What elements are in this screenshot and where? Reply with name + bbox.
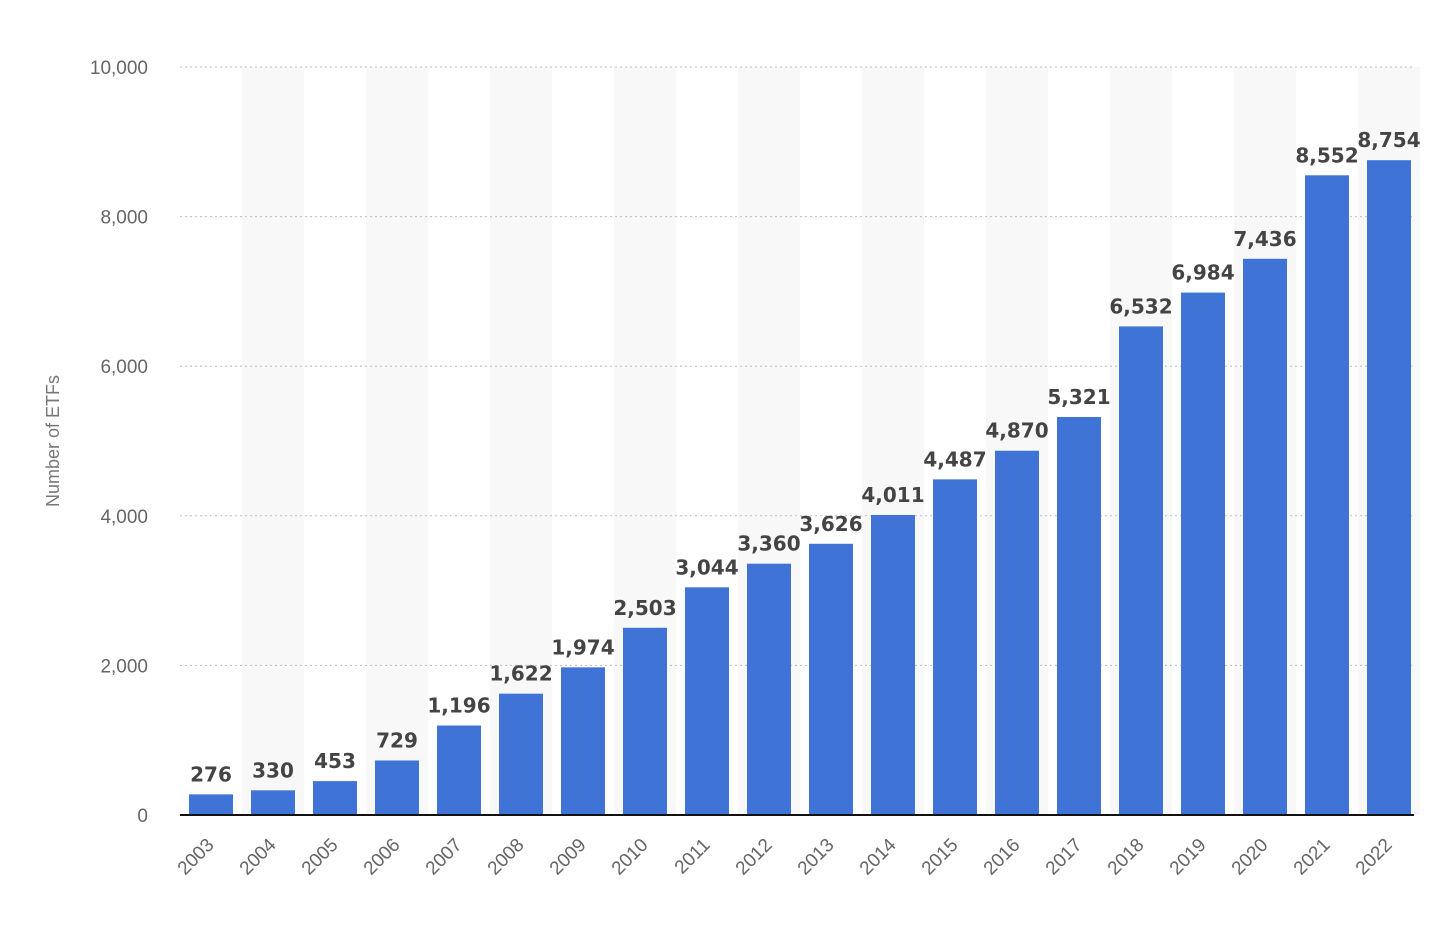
data-label: 1,196 (427, 694, 490, 718)
data-label: 330 (252, 758, 294, 782)
data-label: 729 (376, 728, 418, 752)
bar (189, 794, 233, 815)
bar (499, 693, 543, 815)
bar (623, 627, 667, 815)
data-label: 6,984 (1171, 261, 1234, 285)
data-label: 1,622 (489, 662, 552, 686)
x-tick-label: 2017 (1042, 835, 1087, 880)
bar (1181, 292, 1225, 815)
y-axis-ticks: 0 2,000 4,000 6,000 8,000 10,000 (90, 58, 148, 827)
x-tick-label: 2021 (1290, 835, 1335, 880)
y-tick-label: 4,000 (100, 507, 148, 528)
x-axis-ticks: 2003 2004 2005 2006 2007 2008 2009 2010 2011 2012… (174, 834, 1397, 879)
x-tick-label: 2018 (1104, 835, 1149, 880)
background-band (366, 67, 428, 815)
x-tick-label: 2020 (1228, 835, 1273, 880)
x-tick-label: 2005 (298, 835, 343, 880)
bar (1057, 416, 1101, 815)
data-label: 453 (314, 749, 356, 773)
bar (1119, 326, 1163, 815)
data-label: 2,503 (613, 596, 676, 620)
bar (313, 781, 357, 815)
x-tick-label: 2014 (856, 834, 901, 879)
x-tick-label: 2012 (732, 835, 777, 880)
bar (1243, 258, 1287, 815)
x-tick-label: 2013 (794, 835, 839, 880)
x-tick-label: 2006 (360, 835, 405, 880)
x-tick-label: 2015 (918, 835, 963, 880)
y-tick-label: 8,000 (100, 208, 148, 229)
data-label: 6,532 (1109, 294, 1172, 318)
bar (747, 563, 791, 815)
x-tick-label: 2019 (1166, 835, 1211, 880)
bar (995, 450, 1039, 815)
bar (1305, 175, 1349, 815)
bar (1367, 160, 1411, 815)
gridlines (180, 66, 1414, 666)
data-label: 7,436 (1233, 227, 1296, 251)
bar (375, 760, 419, 815)
data-label: 3,626 (799, 512, 862, 536)
background-band (490, 67, 552, 815)
y-tick-label: 2,000 (100, 656, 148, 677)
bar (933, 479, 977, 815)
data-label: 8,552 (1295, 143, 1358, 167)
y-tick-label: 6,000 (100, 357, 148, 378)
x-tick-label: 2011 (671, 835, 715, 879)
x-tick-label: 2010 (608, 835, 653, 880)
bar (561, 667, 605, 815)
bar (685, 587, 729, 815)
data-label: 4,011 (861, 483, 924, 507)
y-tick-label: 0 (137, 806, 148, 827)
x-tick-label: 2022 (1352, 835, 1397, 880)
background-band (242, 67, 304, 815)
data-label: 1,974 (551, 635, 614, 659)
x-tick-label: 2016 (980, 835, 1025, 880)
bars (189, 160, 1411, 815)
x-tick-label: 2003 (174, 835, 219, 880)
y-axis-title: Number of ETFs (43, 375, 63, 507)
y-tick-label: 10,000 (90, 58, 148, 79)
bar (437, 725, 481, 815)
x-tick-label: 2004 (236, 834, 281, 879)
data-label: 3,360 (737, 532, 800, 556)
bar (251, 790, 295, 815)
data-labels: 276 330 453 729 1,196 1,622 1,974 2,503 3,0443,3… (190, 128, 1421, 786)
x-tick-label: 2009 (546, 835, 591, 880)
data-label: 276 (190, 762, 232, 786)
bar (809, 543, 853, 815)
x-tick-label: 2008 (484, 835, 529, 880)
data-label: 8,754 (1357, 128, 1420, 152)
data-label: 4,487 (923, 447, 986, 471)
x-tick-label: 2007 (422, 835, 467, 880)
data-label: 5,321 (1047, 385, 1110, 409)
data-label: 4,870 (985, 419, 1048, 443)
bar (871, 514, 915, 815)
data-label: 3,044 (675, 555, 738, 579)
